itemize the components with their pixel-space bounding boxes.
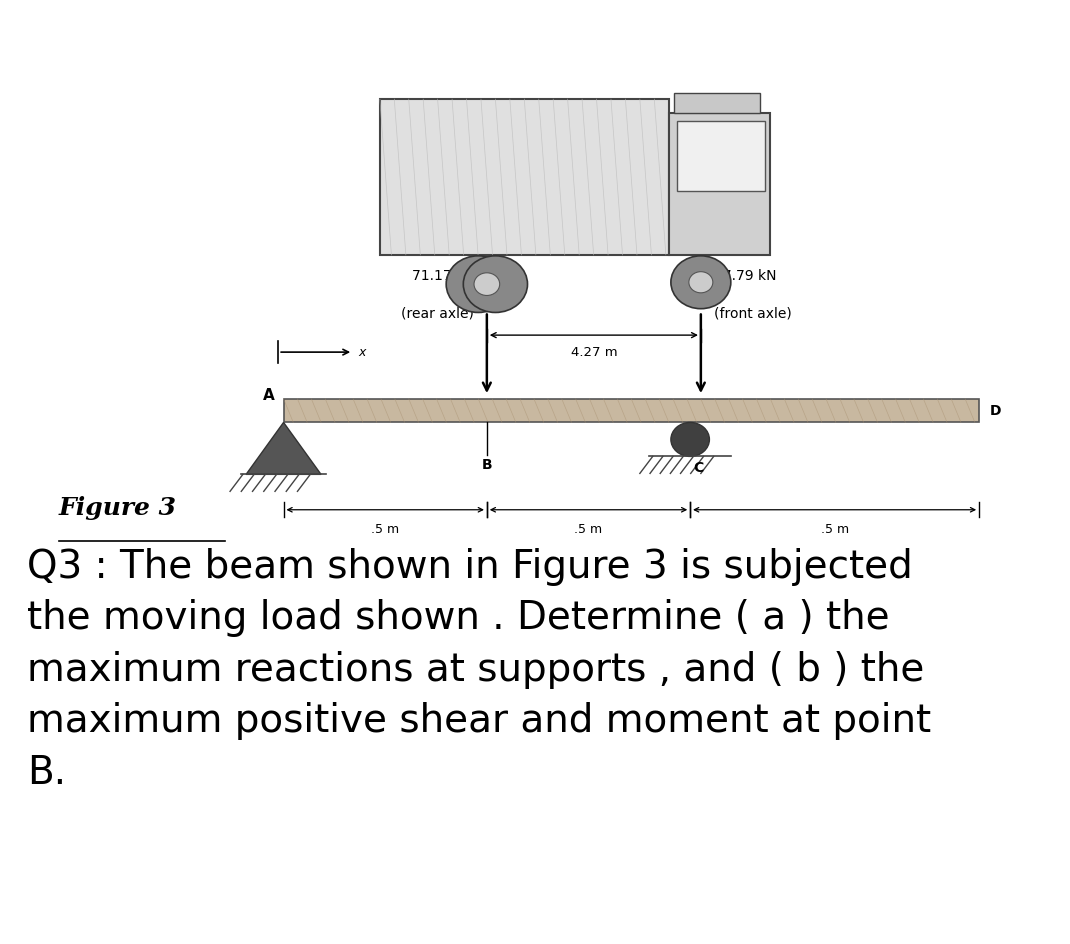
- Text: 71.17 kN: 71.17 kN: [412, 269, 474, 283]
- Text: .5 m: .5 m: [575, 523, 602, 536]
- Text: B: B: [482, 459, 492, 472]
- Text: (rear axle): (rear axle): [401, 307, 474, 321]
- Circle shape: [446, 256, 510, 312]
- Circle shape: [671, 256, 731, 309]
- Bar: [674, 93, 760, 113]
- Bar: [284, 398, 979, 423]
- Bar: [380, 99, 669, 255]
- Circle shape: [689, 272, 713, 293]
- Text: x: x: [358, 346, 366, 359]
- Text: .5 m: .5 m: [371, 523, 399, 536]
- Text: Q3 : The beam shown in Figure 3 is subjected
the moving load shown . Determine (: Q3 : The beam shown in Figure 3 is subje…: [27, 548, 931, 791]
- Circle shape: [463, 256, 528, 312]
- Text: D: D: [990, 404, 1002, 417]
- Text: Figure 3: Figure 3: [59, 496, 177, 519]
- Text: C: C: [693, 462, 704, 475]
- Bar: [669, 113, 770, 255]
- Polygon shape: [246, 423, 321, 474]
- Circle shape: [474, 273, 500, 295]
- Text: A: A: [263, 388, 275, 403]
- Text: (front axle): (front axle): [714, 307, 792, 321]
- Bar: [677, 121, 765, 191]
- Text: .5 m: .5 m: [821, 523, 849, 536]
- Text: 4.27 m: 4.27 m: [570, 346, 617, 360]
- Circle shape: [671, 423, 709, 457]
- Text: 17.79 kN: 17.79 kN: [714, 269, 776, 283]
